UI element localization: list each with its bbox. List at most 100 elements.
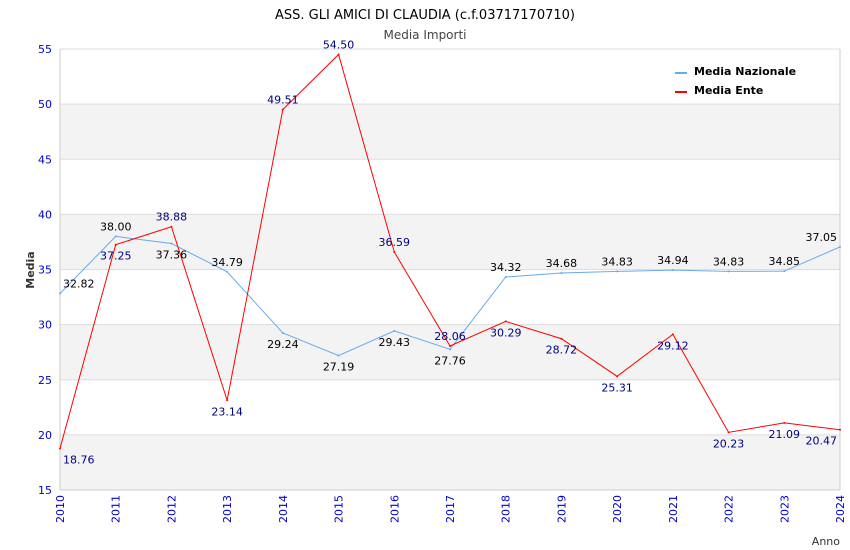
- x-tick-label: 2016: [388, 495, 401, 523]
- data-label: 37.05: [806, 231, 838, 244]
- data-point: [393, 329, 396, 332]
- y-tick-label: 45: [38, 153, 52, 166]
- y-tick-label: 20: [38, 429, 52, 442]
- data-point: [727, 270, 730, 273]
- data-point: [226, 270, 229, 273]
- grid-band: [60, 104, 840, 160]
- data-label: 34.83: [601, 255, 633, 268]
- x-tick-label: 2020: [611, 495, 624, 523]
- data-point: [783, 270, 786, 273]
- data-point: [59, 447, 61, 450]
- data-label: 21.09: [769, 428, 801, 441]
- data-label: 27.76: [434, 354, 466, 367]
- y-tick-label: 15: [38, 484, 52, 497]
- data-point: [337, 354, 340, 357]
- data-label: 38.00: [100, 220, 132, 233]
- x-tick-label: 2013: [221, 495, 234, 523]
- grid-band: [60, 324, 840, 380]
- data-label: 36.59: [379, 236, 411, 249]
- data-label: 54.50: [323, 39, 355, 52]
- data-point: [671, 269, 674, 272]
- data-label: 25.31: [601, 381, 633, 394]
- data-point: [59, 292, 61, 295]
- y-tick-label: 50: [38, 98, 52, 111]
- data-point: [616, 375, 619, 378]
- data-label: 30.29: [490, 326, 522, 339]
- data-point: [560, 337, 563, 340]
- legend-label-nazionale: Media Nazionale: [694, 65, 796, 78]
- data-label: 34.94: [657, 254, 689, 267]
- y-axis-label: Media: [24, 251, 37, 288]
- chart-subtitle: Media Importi: [383, 28, 466, 42]
- data-label: 20.23: [713, 437, 745, 450]
- data-point: [226, 399, 229, 402]
- x-tick-label: 2023: [778, 495, 791, 523]
- data-point: [170, 225, 173, 228]
- data-point: [449, 345, 451, 348]
- data-point: [393, 250, 396, 253]
- grid-band: [60, 379, 840, 435]
- data-label: 28.72: [546, 344, 578, 357]
- x-tick-label: 2010: [54, 495, 67, 523]
- chart-title: ASS. GLI AMICI DI CLAUDIA (c.f.037171707…: [275, 8, 575, 23]
- y-tick-label: 40: [38, 208, 52, 221]
- grid-band: [60, 269, 840, 325]
- data-label: 37.36: [156, 248, 188, 261]
- legend-label-ente: Media Ente: [694, 84, 763, 97]
- y-tick-label: 35: [38, 264, 52, 277]
- data-point: [449, 348, 451, 351]
- grid-band: [60, 159, 840, 215]
- data-label: 34.32: [490, 261, 522, 274]
- x-tick-label: 2018: [500, 495, 513, 523]
- grid-band: [60, 214, 840, 270]
- data-point: [727, 431, 730, 434]
- data-point: [839, 428, 841, 431]
- data-label: 34.68: [546, 257, 578, 270]
- data-point: [783, 421, 786, 424]
- data-label: 37.25: [100, 250, 132, 263]
- x-tick-label: 2024: [834, 495, 847, 523]
- data-label: 27.19: [323, 361, 355, 374]
- x-tick-label: 2022: [723, 495, 736, 523]
- x-tick-label: 2021: [667, 495, 680, 523]
- x-tick-label: 2019: [555, 495, 568, 523]
- data-point: [114, 243, 117, 246]
- data-point: [281, 332, 284, 335]
- x-tick-label: 2015: [333, 495, 346, 523]
- data-point: [671, 333, 674, 336]
- data-label: 34.83: [713, 255, 745, 268]
- grid-band: [60, 434, 840, 490]
- y-tick-label: 30: [38, 319, 52, 332]
- data-point: [281, 108, 284, 111]
- data-point: [337, 53, 340, 56]
- data-point: [616, 270, 619, 273]
- data-label: 29.43: [379, 336, 411, 349]
- x-tick-label: 2012: [165, 495, 178, 523]
- data-label: 28.06: [434, 330, 466, 343]
- y-tick-label: 55: [38, 43, 52, 56]
- data-point: [560, 272, 563, 275]
- data-label: 29.24: [267, 338, 299, 351]
- data-label: 18.76: [63, 454, 95, 467]
- data-point: [114, 235, 117, 238]
- data-label: 32.82: [63, 278, 95, 291]
- x-axis-label: Anno: [812, 535, 840, 548]
- data-label: 20.47: [806, 435, 838, 448]
- x-tick-label: 2014: [277, 495, 290, 523]
- data-label: 38.88: [156, 211, 188, 224]
- data-label: 29.12: [657, 339, 689, 352]
- data-point: [839, 245, 841, 248]
- data-point: [504, 320, 507, 323]
- data-point: [170, 242, 173, 245]
- data-label: 49.51: [267, 94, 299, 107]
- legend: Media Nazionale Media Ente: [670, 60, 810, 101]
- data-point: [504, 275, 507, 278]
- x-tick-label: 2017: [444, 495, 457, 523]
- data-label: 34.85: [769, 255, 801, 268]
- data-label: 34.79: [211, 256, 243, 269]
- x-tick-label: 2011: [110, 495, 123, 523]
- y-tick-label: 25: [38, 374, 52, 387]
- data-label: 23.14: [211, 405, 243, 418]
